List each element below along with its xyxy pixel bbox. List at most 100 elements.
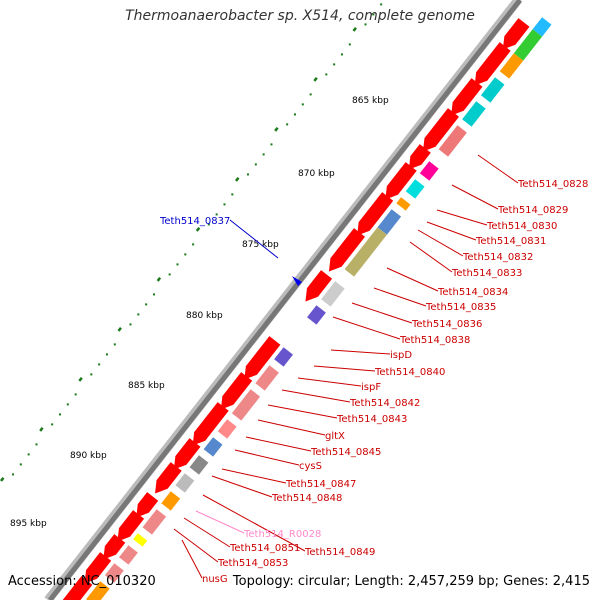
- feature-block[interactable]: [189, 455, 209, 475]
- cds-feature[interactable]: [408, 144, 431, 170]
- label-connector: [386, 267, 439, 292]
- gene-label[interactable]: Teth514_R0028: [243, 529, 321, 540]
- feature-block[interactable]: [274, 347, 293, 367]
- gene-label[interactable]: Teth514_0849: [304, 547, 375, 558]
- feature-block[interactable]: [480, 77, 505, 103]
- scale-label: 875 kbp: [242, 240, 279, 250]
- cds-feature[interactable]: [117, 510, 145, 542]
- feature-block[interactable]: [255, 365, 279, 391]
- gene-label[interactable]: Teth514_0843: [336, 414, 407, 425]
- gene-label[interactable]: Teth514_0831: [475, 236, 546, 247]
- feature-block[interactable]: [532, 17, 552, 37]
- gene-label[interactable]: Teth514_0851: [229, 543, 300, 554]
- feature-block[interactable]: [307, 305, 326, 325]
- feature-block[interactable]: [104, 563, 124, 583]
- gene-label[interactable]: Teth514_0840: [374, 367, 445, 378]
- cds-feature[interactable]: [357, 192, 394, 236]
- label-connector: [297, 377, 362, 387]
- genome-backbone: [48, 0, 522, 600]
- gene-label[interactable]: ispF: [361, 382, 381, 393]
- scale-label: 870 kbp: [298, 169, 335, 179]
- label-connector: [245, 436, 312, 452]
- tick-minor: [246, 173, 249, 176]
- cds-feature[interactable]: [328, 228, 365, 272]
- feature-block[interactable]: [175, 473, 195, 493]
- feature-block[interactable]: [396, 197, 411, 211]
- tick-minor: [286, 123, 289, 126]
- cds-feature[interactable]: [155, 462, 182, 494]
- feature-block[interactable]: [419, 161, 439, 181]
- gene-label[interactable]: Teth514_0829: [497, 205, 568, 216]
- feature-block[interactable]: [438, 125, 467, 157]
- gene-label[interactable]: Teth514_0832: [462, 252, 533, 263]
- gene-label[interactable]: nusG: [202, 574, 228, 585]
- feature-block[interactable]: [499, 53, 524, 79]
- gene-label[interactable]: Teth514_0833: [451, 268, 522, 279]
- gene-label[interactable]: Teth514_0847: [285, 479, 356, 490]
- tick-minor: [348, 43, 351, 46]
- cds-feature[interactable]: [422, 108, 459, 152]
- cds-feature[interactable]: [136, 492, 159, 518]
- gene-label[interactable]: Teth514_0848: [271, 493, 342, 504]
- cds-feature[interactable]: [502, 18, 530, 50]
- gene-label[interactable]: ispD: [390, 350, 412, 361]
- feature-block[interactable]: [344, 227, 387, 277]
- feature-block[interactable]: [217, 419, 237, 439]
- tick-minor: [325, 73, 328, 76]
- feature-block[interactable]: [142, 509, 167, 535]
- gene-label[interactable]: gltX: [325, 431, 345, 442]
- gene-label[interactable]: Teth514_0838: [399, 335, 470, 346]
- tick-minor: [51, 423, 54, 426]
- cds-feature[interactable]: [474, 42, 511, 86]
- tick-major: [352, 27, 357, 32]
- cds-feature[interactable]: [173, 438, 201, 470]
- cds-feature[interactable]: [451, 78, 483, 116]
- gene-label[interactable]: cysS: [299, 461, 322, 472]
- gene-label[interactable]: Teth514_0837: [159, 216, 230, 227]
- tick-major: [156, 277, 162, 282]
- feature-block[interactable]: [231, 389, 261, 421]
- tick-minor: [192, 243, 195, 246]
- cds-feature[interactable]: [385, 162, 417, 200]
- feature-block[interactable]: [462, 101, 486, 127]
- cds-feature[interactable]: [305, 270, 333, 302]
- feature-block[interactable]: [86, 581, 110, 600]
- tick-minor: [113, 343, 116, 346]
- tick-minor: [231, 193, 234, 196]
- cds-feature[interactable]: [220, 372, 253, 410]
- feature-block[interactable]: [377, 209, 402, 235]
- tick-minor: [176, 263, 179, 266]
- feature-block[interactable]: [321, 281, 345, 307]
- scale-label: 890 kbp: [70, 451, 107, 461]
- selected-gene-marker[interactable]: [292, 276, 302, 286]
- gene-label[interactable]: Teth514_0835: [425, 302, 496, 313]
- gene-label[interactable]: Teth514_0842: [349, 398, 420, 409]
- map-title: Thermoanaerobacter sp. X514, complete ge…: [125, 8, 475, 24]
- cds-feature[interactable]: [103, 534, 126, 560]
- tick-minor: [11, 473, 14, 476]
- tick-minor: [270, 143, 273, 146]
- gene-label[interactable]: Teth514_0828: [517, 179, 588, 190]
- feature-block[interactable]: [119, 545, 138, 565]
- feature-block[interactable]: [405, 179, 425, 199]
- tick-minor: [35, 443, 38, 446]
- label-connector: [183, 517, 231, 548]
- cds-feature[interactable]: [244, 336, 281, 380]
- cds-feature[interactable]: [61, 576, 93, 600]
- tick-minor: [58, 413, 61, 416]
- feature-block[interactable]: [133, 533, 148, 547]
- gene-label[interactable]: Teth514_0853: [217, 558, 288, 569]
- feature-block[interactable]: [513, 29, 543, 61]
- cds-feature[interactable]: [84, 552, 112, 584]
- feature-block[interactable]: [161, 491, 181, 511]
- gene-label[interactable]: Teth514_0836: [411, 319, 482, 330]
- feature-block[interactable]: [203, 437, 223, 457]
- tick-major: [235, 177, 240, 182]
- cds-feature[interactable]: [192, 402, 229, 446]
- gene-label[interactable]: Teth514_0830: [486, 221, 557, 232]
- gene-label[interactable]: Teth514_0834: [437, 287, 508, 298]
- tick-major: [195, 227, 201, 232]
- tick-minor: [207, 223, 210, 226]
- gene-label[interactable]: Teth514_0845: [310, 447, 381, 458]
